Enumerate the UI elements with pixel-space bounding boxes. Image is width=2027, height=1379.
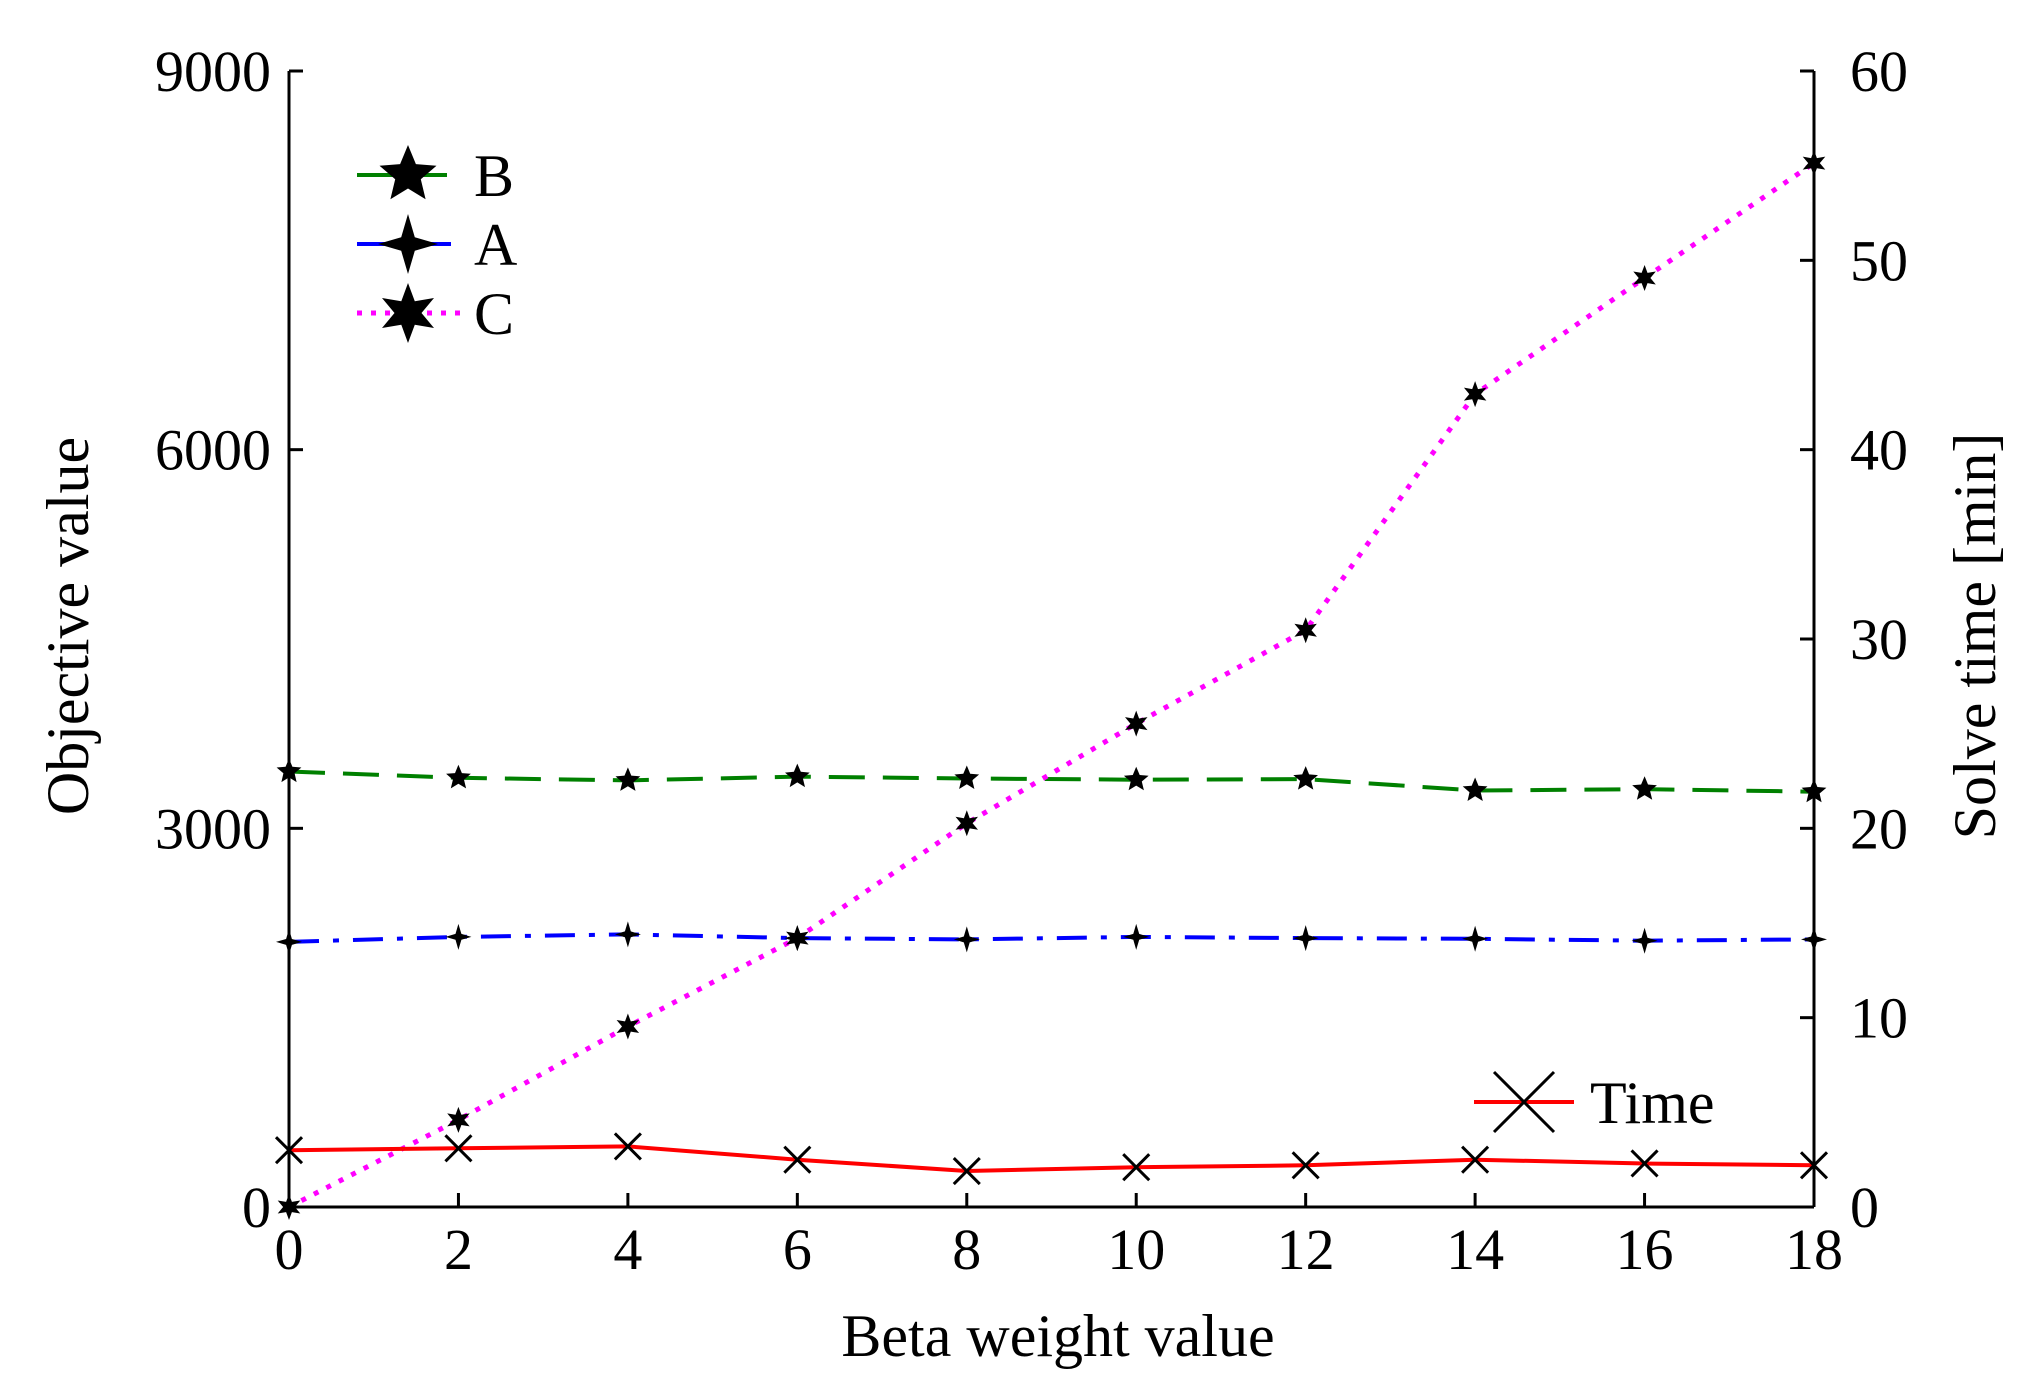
data-point-c [786, 925, 809, 952]
data-point-a [276, 928, 302, 955]
legend-marker-a [378, 214, 438, 274]
x-tick-label: 0 [275, 1217, 304, 1282]
data-point-b [785, 763, 810, 788]
data-point-b [1462, 777, 1488, 801]
data-point-time [1291, 1151, 1320, 1180]
data-point-a [1462, 925, 1489, 952]
marker-stroke [1291, 1151, 1320, 1180]
series-line-time [288, 1144, 1815, 1174]
y-axis-title: Objective value [35, 437, 101, 815]
marker-stroke [1799, 1151, 1829, 1180]
y-tick-label: 6000 [155, 418, 271, 483]
x-tick-label: 6 [783, 1217, 812, 1282]
data-point-c [1802, 150, 1826, 177]
y2-tick-label: 0 [1850, 1175, 1879, 1240]
marker-stroke [613, 1132, 642, 1161]
data-point-c [616, 1013, 640, 1040]
series-line-c [287, 161, 1816, 1210]
data-point-c [1463, 381, 1487, 408]
data-point-time [1630, 1149, 1659, 1178]
marker-stroke [274, 1136, 304, 1165]
legend-marker-b [379, 145, 437, 200]
legend-label-b: B [474, 143, 514, 209]
data-point-b [1632, 776, 1657, 800]
x-tick-label: 10 [1107, 1217, 1165, 1282]
data-point-b [615, 767, 641, 791]
y2-tick-label: 60 [1850, 39, 1908, 104]
data-point-a [1801, 926, 1827, 953]
data-point-c [1125, 710, 1148, 737]
y-tick-label: 9000 [155, 39, 271, 104]
x-tick-label: 16 [1616, 1217, 1674, 1282]
marker-stroke [1630, 1149, 1659, 1178]
data-point-c [1633, 265, 1656, 291]
data-point-c [277, 1194, 301, 1220]
legend-marker-time [1492, 1070, 1556, 1134]
data-point-c [955, 810, 978, 837]
legend-label-a: A [474, 212, 517, 278]
data-point-a [953, 926, 980, 953]
data-point-b [954, 765, 980, 789]
data-point-time [613, 1132, 642, 1161]
data-point-a [1123, 923, 1150, 950]
x-tick-label: 12 [1277, 1217, 1335, 1282]
data-point-time [783, 1145, 812, 1174]
y2-tick-label: 20 [1850, 796, 1908, 861]
series-line-a [288, 932, 1815, 944]
marker-layer [274, 150, 1829, 1220]
y2-tick-label: 10 [1850, 986, 1908, 1051]
data-point-b [276, 758, 302, 783]
data-point-b [446, 764, 471, 789]
data-point-b [1123, 766, 1149, 791]
marker-stroke [1122, 1153, 1151, 1182]
marker-stroke [952, 1156, 981, 1186]
text-layer: Beta weight value Objective value Solve … [35, 39, 2008, 1369]
marker-stroke [1492, 1070, 1556, 1134]
x-axis-title: Beta weight value [841, 1303, 1274, 1369]
y2-axis-title: Solve time [min] [1942, 433, 2008, 840]
x-tick-label: 2 [444, 1217, 473, 1282]
legend: BAC Time [357, 143, 1715, 1136]
y2-tick-label: 30 [1850, 607, 1908, 672]
x-tick-label: 8 [952, 1217, 981, 1282]
y-tick-label: 3000 [155, 796, 271, 861]
marker-stroke [444, 1134, 473, 1163]
data-point-a [614, 921, 641, 948]
series-line-b [288, 769, 1815, 794]
data-point-c [1294, 617, 1317, 644]
x-tick-label: 14 [1446, 1217, 1504, 1282]
y2-tick-label: 40 [1850, 418, 1908, 483]
marker-stroke [783, 1145, 812, 1174]
data-point-a [1631, 927, 1658, 954]
marker-stroke [1461, 1145, 1490, 1174]
data-point-c [447, 1106, 470, 1133]
data-point-time [1461, 1145, 1490, 1174]
data-point-a [1292, 925, 1319, 952]
data-point-time [1799, 1151, 1829, 1180]
data-point-time [952, 1156, 981, 1186]
series-layer [287, 161, 1816, 1210]
x-tick-label: 4 [613, 1217, 642, 1282]
legend-label-c: C [474, 281, 514, 347]
data-point-time [1122, 1153, 1151, 1182]
legend-marker-c [382, 283, 434, 343]
data-point-time [444, 1134, 473, 1163]
data-point-a [445, 923, 472, 950]
y-tick-label: 0 [242, 1175, 271, 1240]
axes-layer [287, 69, 1816, 1209]
y2-tick-label: 50 [1850, 228, 1908, 293]
data-point-b [1293, 766, 1318, 790]
x-tick-label: 18 [1785, 1217, 1843, 1282]
legend-label-time: Time [1590, 1070, 1715, 1136]
data-point-b [1801, 778, 1827, 803]
data-point-time [274, 1136, 304, 1165]
